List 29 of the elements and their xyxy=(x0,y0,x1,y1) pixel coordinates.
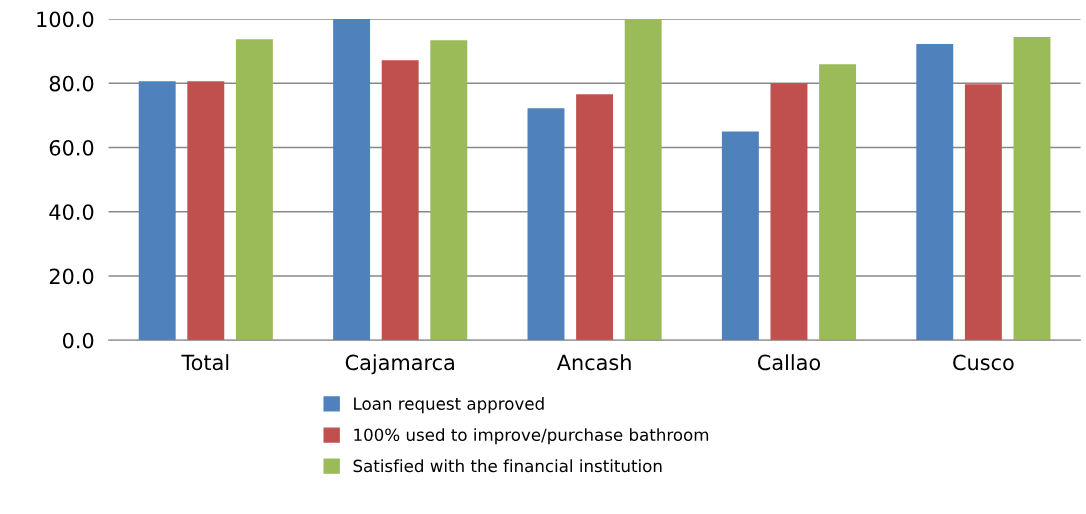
y-tick-label: 100.0 xyxy=(37,11,94,28)
bar xyxy=(576,94,614,341)
bar xyxy=(235,39,273,341)
y-tick-label: 40.0 xyxy=(49,204,94,220)
x-tick-label: Cusco xyxy=(953,354,1014,371)
bar xyxy=(916,44,954,341)
bar xyxy=(381,60,419,341)
y-tick-label: 80.0 xyxy=(49,75,94,92)
bar xyxy=(770,83,808,341)
y-tick-label: 60.0 xyxy=(49,139,94,156)
bar xyxy=(624,19,662,341)
legend-label: 100% used to improve/purchase bathroom xyxy=(354,428,709,445)
bar xyxy=(138,81,176,341)
bar xyxy=(333,19,371,341)
bar xyxy=(1013,37,1051,341)
bar xyxy=(721,131,759,341)
bar xyxy=(964,84,1002,341)
x-tick-label: Ancash xyxy=(556,354,631,371)
y-tick-label: 0.0 xyxy=(62,332,94,349)
bar xyxy=(819,64,857,341)
x-tick-label: Callao xyxy=(757,354,821,371)
bar xyxy=(187,81,225,341)
y-tick-label: 20.0 xyxy=(49,268,94,285)
bar xyxy=(527,108,565,341)
bar xyxy=(430,40,468,341)
x-tick-label: Total xyxy=(181,354,229,371)
legend-label: Satisfied with the financial institution xyxy=(353,459,662,473)
legend-label: Loan request approved xyxy=(354,397,544,414)
x-tick-label: Cajamarca xyxy=(345,354,454,375)
